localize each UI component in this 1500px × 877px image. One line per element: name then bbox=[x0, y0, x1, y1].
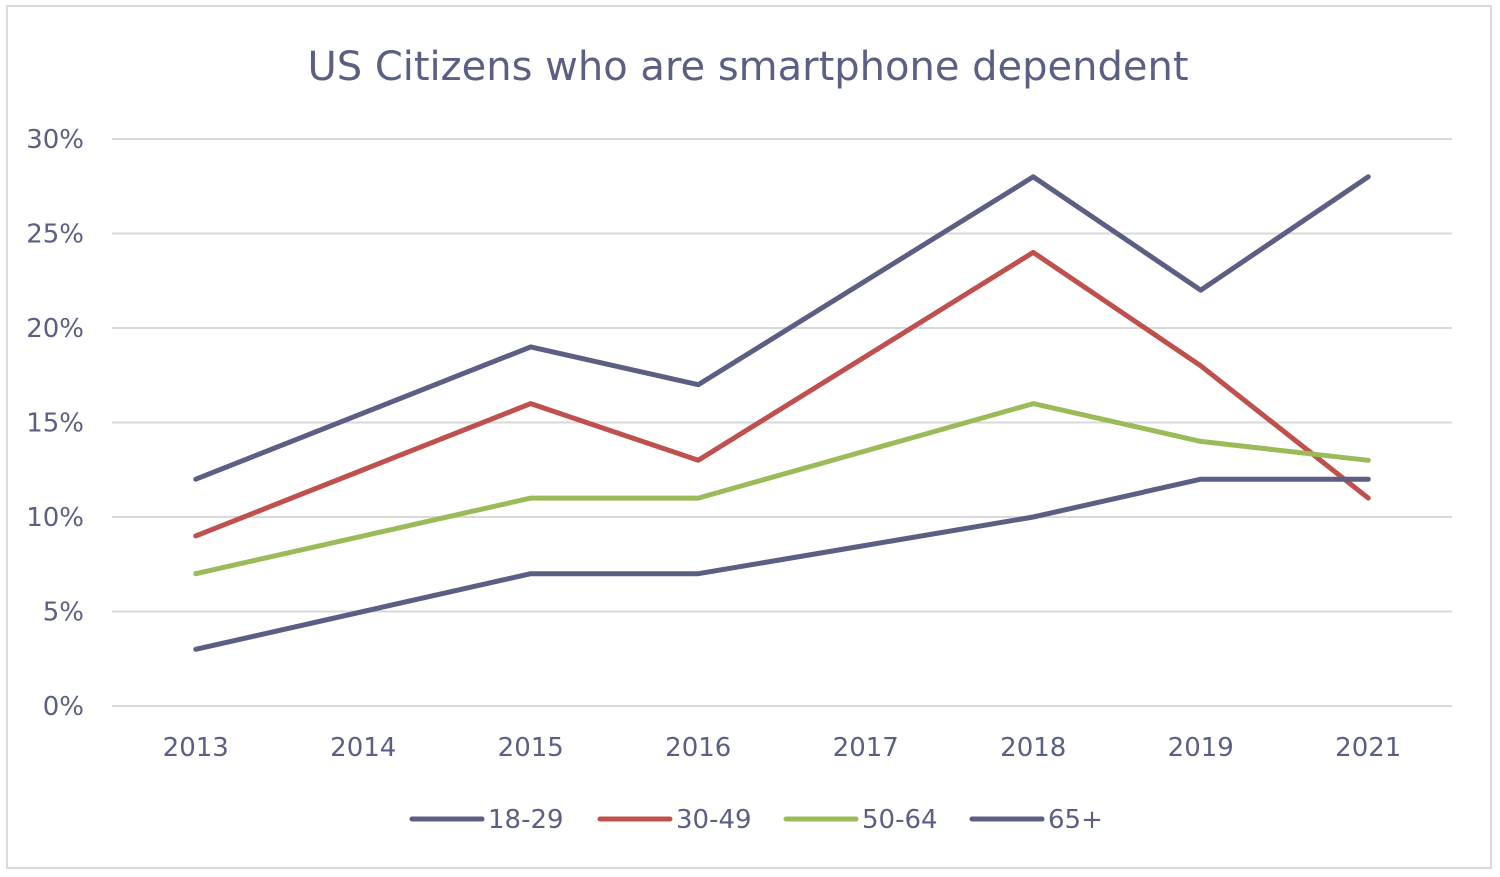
y-axis-ticks: 0% 5% 10% 15% 20% 25% 30% bbox=[26, 125, 84, 722]
legend-label: 30-49 bbox=[676, 805, 752, 835]
y-tick-label: 10% bbox=[26, 503, 84, 533]
chart-frame bbox=[6, 5, 1492, 869]
series-lines bbox=[193, 174, 1371, 652]
legend-label: 18-29 bbox=[488, 805, 564, 835]
y-tick-label: 20% bbox=[26, 314, 84, 344]
series-line-50-64 bbox=[193, 401, 1371, 577]
legend-label: 65+ bbox=[1048, 805, 1103, 835]
series-line-65+ bbox=[193, 476, 1371, 652]
x-tick-label: 2019 bbox=[1168, 733, 1234, 763]
gridlines bbox=[112, 138, 1452, 707]
legend-label: 50-64 bbox=[862, 805, 938, 835]
series-line-30-49 bbox=[193, 249, 1371, 539]
x-tick-label: 2014 bbox=[330, 733, 396, 763]
series-line-18-29 bbox=[193, 174, 1371, 482]
x-tick-label: 2013 bbox=[163, 733, 229, 763]
x-tick-label: 2018 bbox=[1000, 733, 1066, 763]
y-tick-label: 25% bbox=[26, 220, 84, 250]
chart-title: US Citizens who are smartphone dependent bbox=[307, 44, 1188, 90]
y-tick-label: 15% bbox=[26, 409, 84, 439]
x-tick-label: 2017 bbox=[833, 733, 899, 763]
x-tick-label: 2016 bbox=[665, 733, 731, 763]
y-tick-label: 5% bbox=[43, 598, 84, 628]
x-axis-ticks: 2013 2014 2015 2016 2017 2018 2019 2021 bbox=[163, 733, 1402, 763]
legend: 18-29 30-49 50-64 65+ bbox=[409, 805, 1103, 835]
x-tick-label: 2015 bbox=[498, 733, 564, 763]
y-tick-label: 0% bbox=[43, 692, 84, 722]
y-tick-label: 30% bbox=[26, 125, 84, 155]
x-tick-label: 2021 bbox=[1335, 733, 1401, 763]
